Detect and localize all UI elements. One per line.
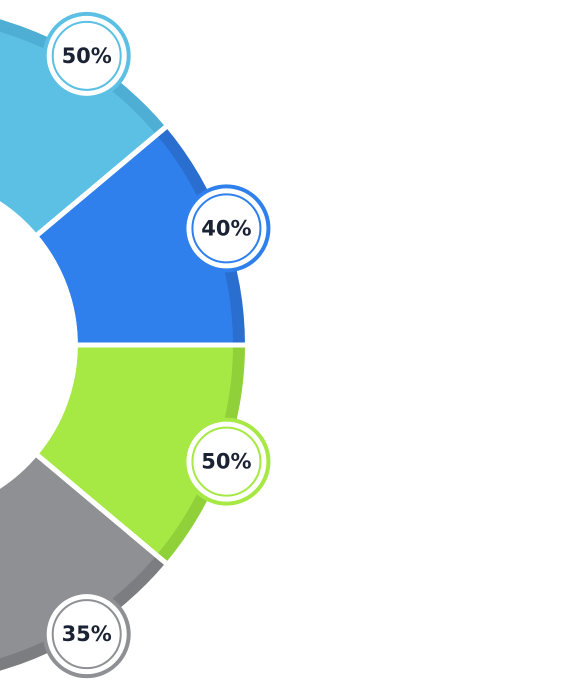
segment [0, 455, 157, 659]
badge-label: 40% [201, 216, 251, 240]
badge-label: 35% [62, 622, 112, 646]
badge-label: 50% [62, 44, 112, 68]
segment [37, 134, 233, 345]
segment [37, 345, 233, 556]
segment [0, 31, 157, 235]
badge-label: 50% [201, 450, 251, 474]
badge-inner [191, 426, 262, 497]
separator [32, 450, 172, 569]
separator [32, 121, 172, 240]
badge-inner [51, 20, 122, 91]
badge-inner [191, 193, 262, 264]
badge-inner [51, 599, 122, 670]
